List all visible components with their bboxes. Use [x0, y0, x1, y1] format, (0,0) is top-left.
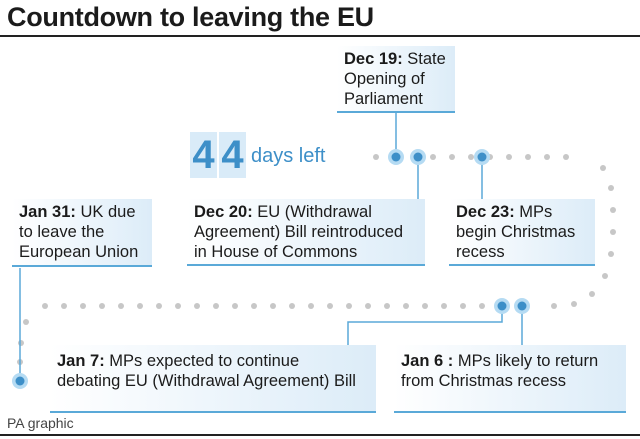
- connector-jan7: [347, 306, 503, 345]
- event-text: in House of Commons: [194, 243, 358, 261]
- title-divider: [0, 35, 640, 37]
- timeline-dot: [610, 207, 616, 213]
- event-text: to leave the: [19, 223, 105, 241]
- event-text: European Union: [19, 243, 139, 261]
- event-date: Jan 7:: [57, 352, 105, 370]
- timeline-dot: [365, 303, 371, 309]
- timeline-dot: [373, 154, 379, 160]
- timeline-dot: [506, 154, 512, 160]
- timeline-dot: [403, 303, 409, 309]
- event-text: begin Christmas: [456, 223, 576, 241]
- timeline-dot: [327, 303, 333, 309]
- timeline-dot: [270, 303, 276, 309]
- event-box-jan6: Jan 6 : MPs likely to return from Christ…: [394, 345, 626, 413]
- timeline-dot: [422, 303, 428, 309]
- timeline-dot: [61, 303, 67, 309]
- event-text: MPs expected to continue: [104, 352, 300, 370]
- timeline-dot: [156, 303, 162, 309]
- event-date: Jan 6 :: [401, 352, 454, 370]
- timeline-dot: [194, 303, 200, 309]
- event-text: Opening of: [344, 70, 425, 88]
- event-box-dec23: Dec 23: MPs begin Christmas recess: [449, 199, 595, 266]
- event-box-dec19: Dec 19: State Opening of Parliament: [337, 46, 455, 113]
- event-box-jan7: Jan 7: MPs expected to continue debating…: [50, 345, 376, 413]
- timeline-dot: [346, 303, 352, 309]
- timeline-dot: [289, 303, 295, 309]
- timeline-dot: [308, 303, 314, 309]
- timeline-dot: [551, 303, 557, 309]
- credit-label: PA graphic: [7, 415, 74, 431]
- timeline-dot: [571, 301, 577, 307]
- event-text: MPs likely to return: [453, 352, 599, 370]
- event-date: Dec 20:: [194, 203, 253, 221]
- event-date: Dec 19:: [344, 50, 403, 68]
- timeline-dot: [232, 303, 238, 309]
- timeline-dot: [602, 273, 608, 279]
- timeline-dot: [479, 303, 485, 309]
- event-text: State: [402, 50, 446, 68]
- timeline-dot: [23, 319, 29, 325]
- countdown-label: days left: [251, 145, 326, 167]
- event-text: Agreement) Bill reintroduced: [194, 223, 404, 241]
- event-text: Parliament: [344, 90, 423, 108]
- event-box-dec20: Dec 20: EU (Withdrawal Agreement) Bill r…: [187, 199, 425, 266]
- timeline-dot: [563, 154, 569, 160]
- timeline-dot: [99, 303, 105, 309]
- timeline-dot: [608, 251, 614, 257]
- event-markers: [12, 149, 530, 389]
- timeline-dot: [608, 185, 614, 191]
- timeline-dot: [18, 340, 24, 346]
- event-date: Dec 23:: [456, 203, 515, 221]
- page-title: Countdown to leaving the EU: [7, 2, 374, 32]
- footer-divider: [0, 434, 640, 436]
- timeline-dot: [213, 303, 219, 309]
- timeline-dot: [441, 303, 447, 309]
- timeline-dot: [460, 303, 466, 309]
- event-text: from Christmas recess: [401, 372, 567, 390]
- event-date: Jan 31:: [19, 203, 76, 221]
- timeline-dot: [384, 303, 390, 309]
- event-text: recess: [456, 243, 505, 261]
- event-text: debating EU (Withdrawal Agreement) Bill: [57, 372, 356, 390]
- timeline-dot: [544, 154, 550, 160]
- timeline-dot: [468, 154, 474, 160]
- timeline-dot: [449, 154, 455, 160]
- timeline-dot: [251, 303, 257, 309]
- timeline-dot: [118, 303, 124, 309]
- timeline-dot: [589, 291, 595, 297]
- timeline-dot: [600, 165, 606, 171]
- countdown-digit-ones: 4: [219, 132, 246, 178]
- timeline-dot: [175, 303, 181, 309]
- event-text: UK due: [75, 203, 136, 221]
- timeline-dot: [525, 154, 531, 160]
- countdown-digit-tens: 4: [190, 132, 217, 178]
- event-text: EU (Withdrawal: [252, 203, 372, 221]
- event-text: MPs: [514, 203, 553, 221]
- timeline-dot: [610, 229, 616, 235]
- timeline-dot: [80, 303, 86, 309]
- timeline-dot: [137, 303, 143, 309]
- timeline-dot: [42, 303, 48, 309]
- timeline-dot: [430, 154, 436, 160]
- event-box-jan31: Jan 31: UK due to leave the European Uni…: [12, 199, 152, 267]
